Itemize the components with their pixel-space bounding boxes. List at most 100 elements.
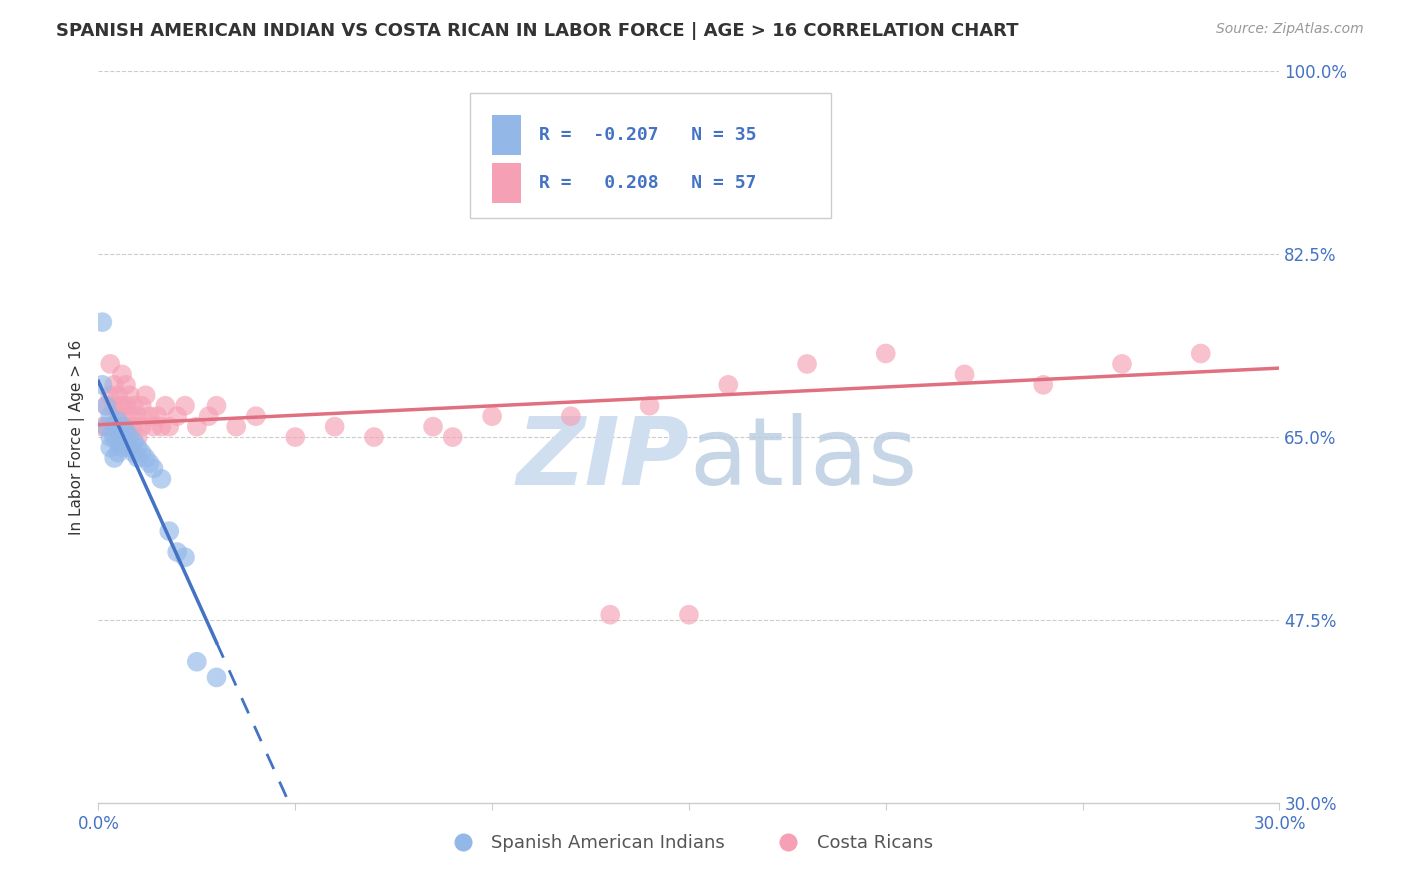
Point (98, 357, 121, 371)
Point (142, 461, 165, 475)
Point (107, 425, 129, 439)
Text: Source: ZipAtlas.com: Source: ZipAtlas.com (1216, 22, 1364, 37)
Point (111, 430, 134, 444)
Point (150, 472, 173, 486)
Point (796, 357, 818, 371)
Point (98, 441, 121, 455)
Point (91, 315, 114, 329)
Point (118, 441, 141, 455)
Point (363, 430, 385, 444)
Point (115, 377, 138, 392)
FancyBboxPatch shape (492, 163, 522, 203)
Y-axis label: In Labor Force | Age > 16: In Labor Force | Age > 16 (69, 340, 84, 534)
Point (115, 399, 138, 413)
Point (131, 446, 153, 460)
Point (875, 346, 897, 360)
Point (135, 388, 157, 402)
Text: R =   0.208   N = 57: R = 0.208 N = 57 (538, 174, 756, 192)
Point (122, 419, 145, 434)
Point (103, 419, 125, 434)
Point (111, 441, 134, 455)
Point (107, 446, 129, 460)
FancyBboxPatch shape (492, 115, 522, 155)
Point (1189, 346, 1212, 360)
Point (186, 655, 208, 669)
Text: SPANISH AMERICAN INDIAN VS COSTA RICAN IN LABOR FORCE | AGE > 16 CORRELATION CHA: SPANISH AMERICAN INDIAN VS COSTA RICAN I… (56, 22, 1019, 40)
Point (245, 409, 267, 424)
Point (131, 399, 153, 413)
Point (111, 399, 134, 413)
Point (146, 409, 169, 424)
Point (111, 368, 134, 382)
Point (91, 419, 114, 434)
Point (599, 607, 621, 622)
Text: atlas: atlas (689, 413, 917, 505)
Point (166, 545, 188, 559)
FancyBboxPatch shape (471, 94, 831, 218)
Point (115, 425, 138, 439)
Point (107, 430, 129, 444)
Point (127, 409, 149, 424)
Point (96, 399, 118, 413)
Point (422, 419, 444, 434)
Point (186, 419, 208, 434)
Point (115, 419, 138, 434)
Point (118, 388, 141, 402)
Point (138, 456, 160, 470)
Point (1032, 377, 1054, 392)
Point (96, 419, 118, 434)
Legend: Spanish American Indians, Costa Ricans: Spanish American Indians, Costa Ricans (437, 827, 941, 860)
Point (96, 399, 118, 413)
Point (118, 430, 141, 444)
Point (1111, 357, 1133, 371)
Point (138, 409, 160, 424)
Point (107, 414, 129, 428)
Point (127, 450, 149, 465)
Point (953, 368, 976, 382)
Point (481, 409, 503, 424)
Point (122, 435, 145, 450)
Text: R =  -0.207   N = 35: R = -0.207 N = 35 (538, 127, 756, 145)
Point (174, 399, 197, 413)
Point (225, 419, 247, 434)
Point (560, 409, 582, 424)
Point (103, 450, 125, 465)
Point (135, 450, 157, 465)
Point (142, 419, 165, 434)
Point (122, 399, 145, 413)
Point (157, 419, 180, 434)
Point (103, 377, 125, 392)
Point (155, 399, 177, 413)
Point (98, 430, 121, 444)
Point (103, 430, 125, 444)
Point (678, 607, 700, 622)
Point (150, 419, 173, 434)
Point (323, 419, 346, 434)
Point (441, 430, 464, 444)
Point (96, 419, 118, 434)
Point (638, 399, 661, 413)
Point (111, 419, 134, 434)
Point (166, 409, 188, 424)
Text: ZIP: ZIP (516, 413, 689, 505)
Point (174, 550, 197, 565)
Point (127, 441, 149, 455)
Point (107, 388, 129, 402)
Point (107, 409, 129, 424)
Point (107, 435, 129, 450)
Point (91, 377, 114, 392)
Point (157, 524, 180, 538)
Point (205, 670, 228, 684)
Point (118, 409, 141, 424)
Point (127, 430, 149, 444)
Point (103, 419, 125, 434)
Point (205, 399, 228, 413)
Point (111, 419, 134, 434)
Point (717, 377, 740, 392)
Point (98, 388, 121, 402)
Point (98, 409, 121, 424)
Point (197, 409, 219, 424)
Point (131, 419, 153, 434)
Point (103, 399, 125, 413)
Point (115, 435, 138, 450)
